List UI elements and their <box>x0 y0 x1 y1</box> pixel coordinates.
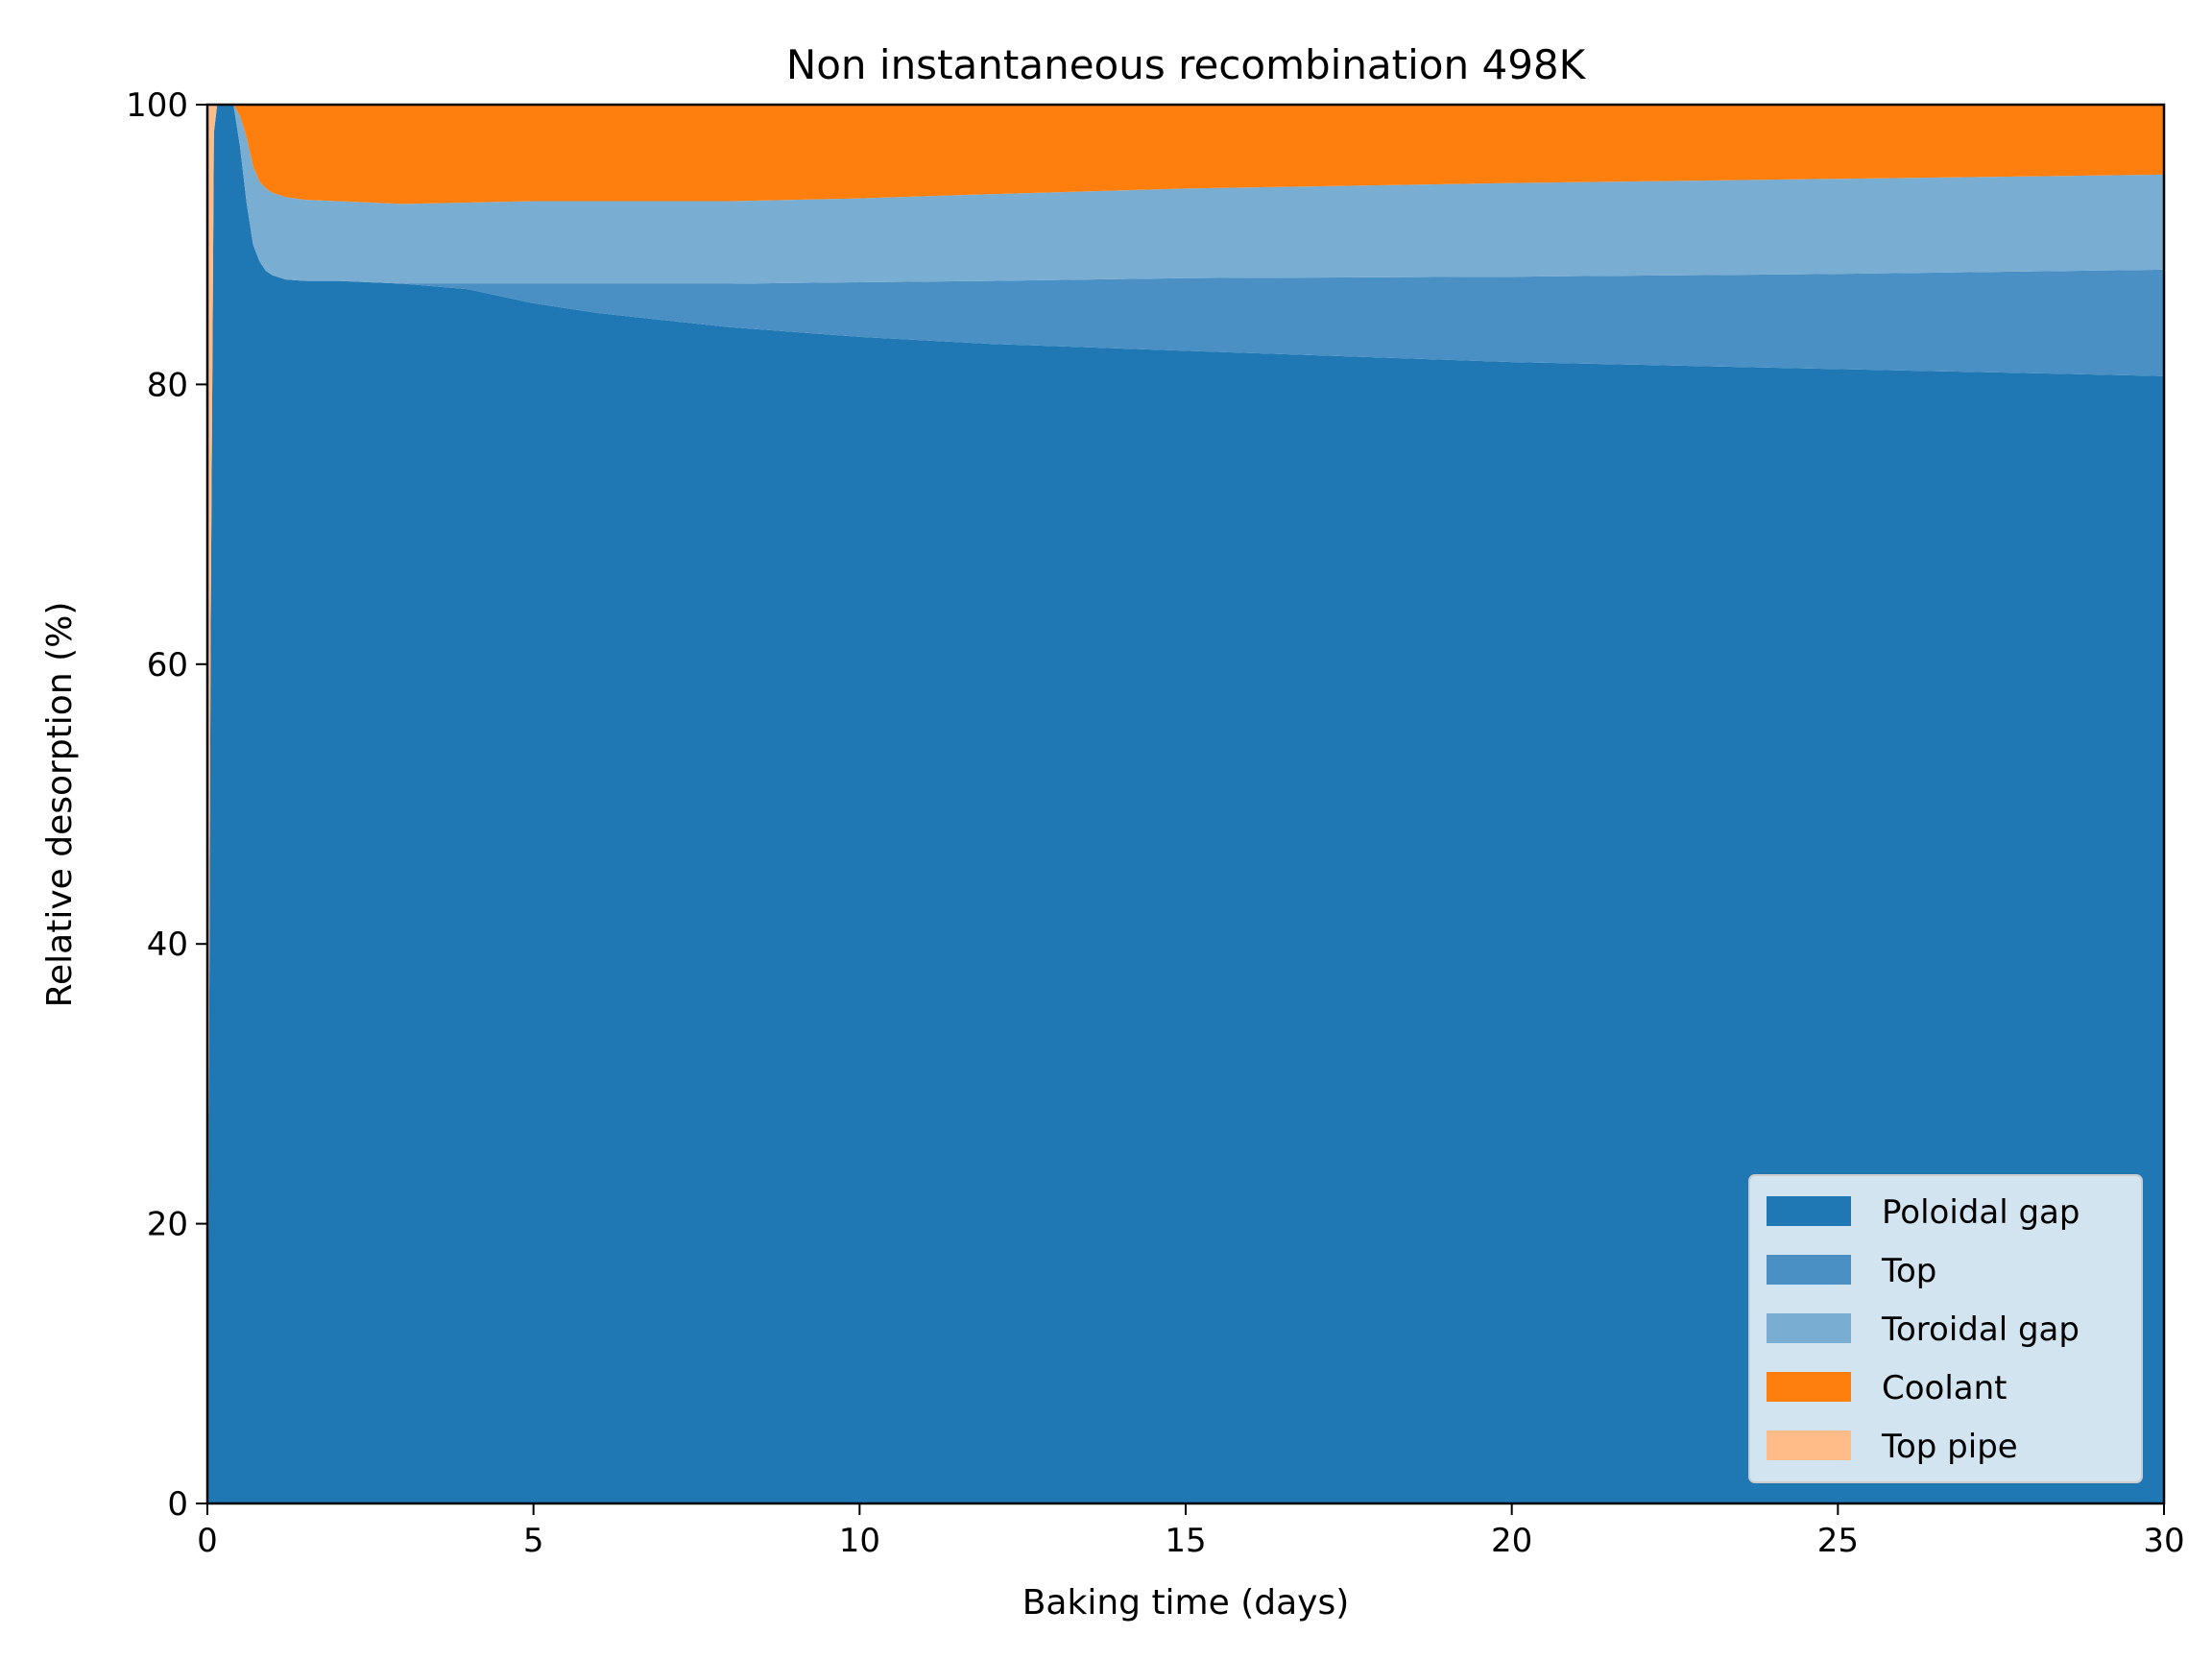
x-tick-label: 0 <box>197 1522 218 1560</box>
area-layers <box>207 105 2164 1503</box>
area-poloidal-gap <box>207 105 2164 1503</box>
y-axis-label: Relative desorption (%) <box>40 602 80 1008</box>
x-axis-label: Baking time (days) <box>1022 1583 1350 1623</box>
y-tick-label: 100 <box>126 86 188 125</box>
chart-title: Non instantaneous recombination 498K <box>786 41 1587 88</box>
legend-box <box>1748 1174 2143 1483</box>
legend-swatch <box>1767 1431 1851 1460</box>
x-tick-label: 5 <box>523 1522 544 1560</box>
area-toroidal-gap <box>207 105 2164 1503</box>
legend-label: Coolant <box>1882 1369 2008 1407</box>
y-tick-label: 80 <box>147 366 188 404</box>
y-tick-label: 40 <box>147 926 188 964</box>
legend-label: Toroidal gap <box>1881 1310 2080 1349</box>
y-tick-label: 20 <box>147 1206 188 1244</box>
x-tick-label: 25 <box>1817 1522 1859 1560</box>
x-tick-label: 30 <box>2143 1522 2184 1560</box>
x-tick-label: 20 <box>1491 1522 1532 1560</box>
y-tick-label: 0 <box>167 1485 188 1524</box>
legend-label: Poloidal gap <box>1882 1193 2080 1232</box>
legend-swatch <box>1767 1372 1851 1402</box>
legend-swatch <box>1767 1313 1851 1343</box>
legend-label: Top <box>1881 1252 1936 1290</box>
y-axis-ticks: 0 20 40 60 80 100 <box>126 86 207 1524</box>
legend-swatch <box>1767 1255 1851 1285</box>
legend: Poloidal gap Top Toroidal gap Coolant Top pi… <box>1748 1174 2143 1483</box>
legend-label: Top pipe <box>1881 1428 2018 1466</box>
x-tick-label: 10 <box>839 1522 880 1560</box>
x-tick-label: 15 <box>1165 1522 1206 1560</box>
x-axis-ticks: 0 5 10 15 20 25 30 <box>197 1503 2185 1560</box>
legend-swatch <box>1767 1196 1851 1226</box>
y-tick-label: 60 <box>147 646 188 685</box>
